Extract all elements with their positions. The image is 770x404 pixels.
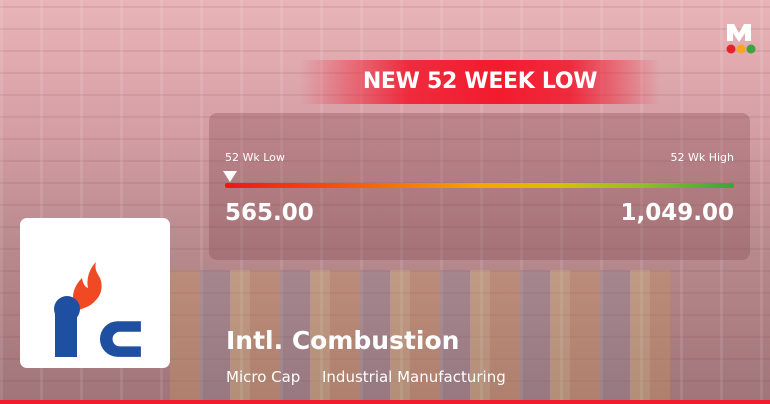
low-label: 52 Wk Low [225,151,285,164]
alert-banner: NEW 52 WEEK LOW [300,60,660,104]
current-price-marker-icon [223,171,237,182]
factory-background [170,270,670,400]
sector-tag: Industrial Manufacturing [322,368,506,386]
company-logo [20,218,170,368]
brand-logo [726,24,756,54]
bottom-accent-bar [0,400,770,404]
market-cap-tag: Micro Cap [226,368,301,386]
high-label: 52 Wk High [670,151,734,164]
company-name: Intl. Combustion [226,326,460,355]
low-value: 565.00 [225,200,314,226]
high-value: 1,049.00 [620,200,735,226]
range-bar [225,183,734,188]
